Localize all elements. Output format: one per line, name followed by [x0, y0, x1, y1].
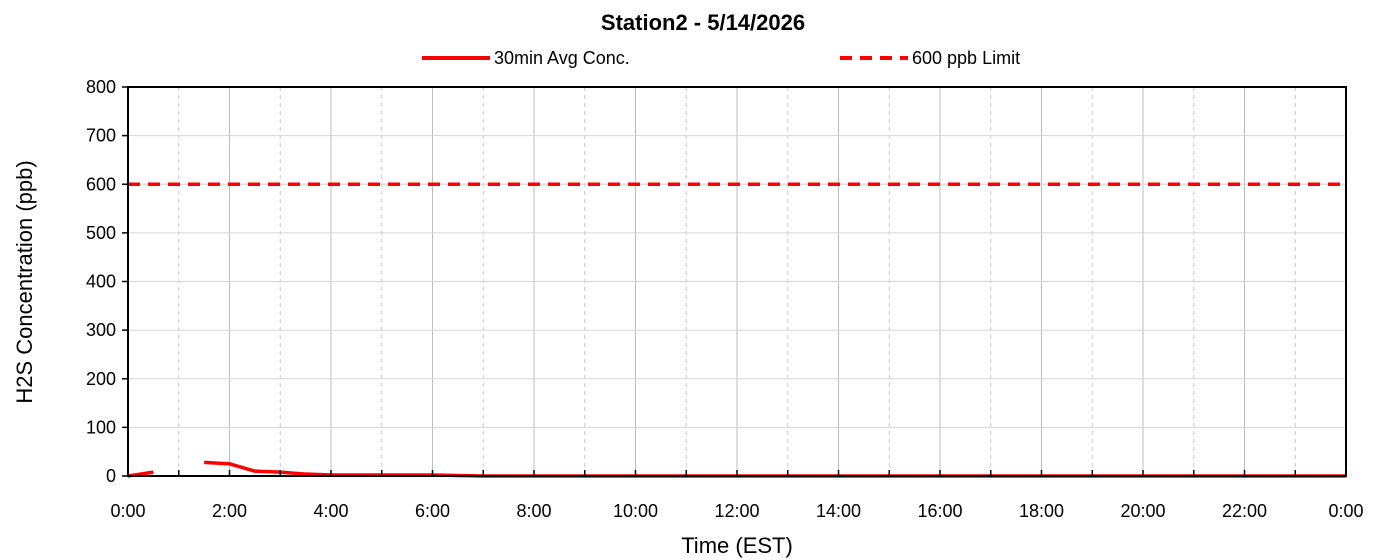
x-tick-label: 6:00	[415, 501, 450, 521]
y-tick-label: 400	[86, 272, 116, 292]
y-tick-label: 200	[86, 369, 116, 389]
avg-conc-line	[204, 460, 1346, 478]
y-tick-label: 100	[86, 417, 116, 437]
legend: 30min Avg Conc. 600 ppb Limit	[422, 48, 1020, 68]
legend-label-avg: 30min Avg Conc.	[494, 48, 630, 68]
grid	[128, 87, 1346, 476]
x-tick-label: 0:00	[110, 501, 145, 521]
x-tick-label: 10:00	[613, 501, 658, 521]
x-tick-label: 8:00	[516, 501, 551, 521]
x-tick-label: 16:00	[917, 501, 962, 521]
y-tick-label: 600	[86, 174, 116, 194]
x-tick-label: 20:00	[1120, 501, 1165, 521]
x-tick-label: 18:00	[1019, 501, 1064, 521]
ticks: 0 100 200 300 400 500 600 700 800 0:00 2:00 4:00 6:0…	[86, 77, 1364, 521]
y-tick-label: 300	[86, 320, 116, 340]
y-tick-label: 500	[86, 223, 116, 243]
x-tick-label: 22:00	[1222, 501, 1267, 521]
x-tick-label: 2:00	[212, 501, 247, 521]
x-tick-label: 4:00	[313, 501, 348, 521]
y-axis-title: H2S Concentration (ppb)	[12, 160, 37, 403]
y-tick-label: 800	[86, 77, 116, 97]
x-tick-label: 0:00	[1328, 501, 1363, 521]
x-axis-title: Time (EST)	[681, 533, 793, 558]
legend-label-limit: 600 ppb Limit	[912, 48, 1020, 68]
x-tick-label: 12:00	[714, 501, 759, 521]
x-tick-label: 14:00	[816, 501, 861, 521]
chart-title: Station2 - 5/14/2026	[601, 10, 805, 35]
y-tick-label: 0	[106, 466, 116, 486]
y-tick-label: 700	[86, 126, 116, 146]
